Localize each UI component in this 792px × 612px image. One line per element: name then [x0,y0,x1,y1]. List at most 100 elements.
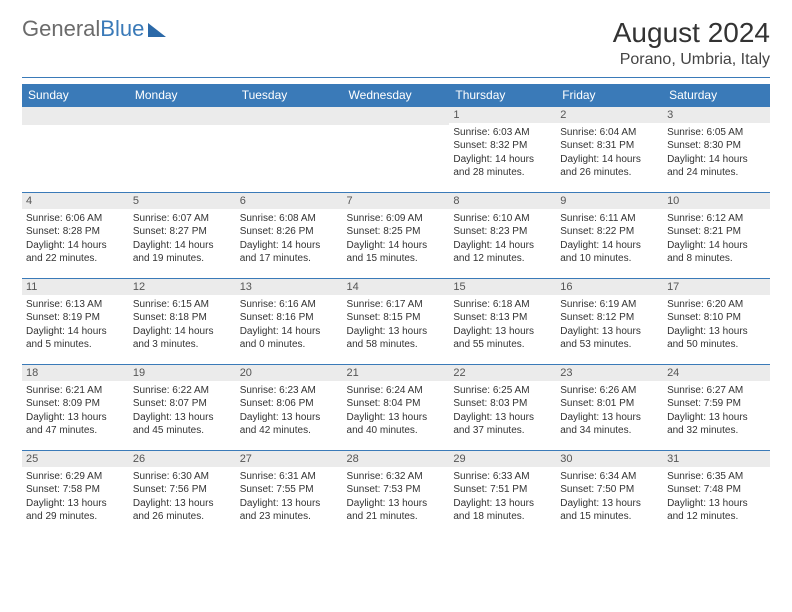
location-text: Porano, Umbria, Italy [613,51,770,69]
sunrise-line: Sunrise: 6:23 AM [240,384,339,398]
sunset-line: Sunset: 8:13 PM [453,311,552,325]
day-number: 2 [556,106,663,123]
daylight-line: Daylight: 13 hours and 18 minutes. [453,497,552,524]
calendar-day-cell: 3Sunrise: 6:05 AMSunset: 8:30 PMDaylight… [663,106,770,192]
daylight-line: Daylight: 14 hours and 19 minutes. [133,239,232,266]
day-number: 31 [663,450,770,467]
weekday-header: Saturday [663,84,770,106]
weekday-header: Tuesday [236,84,343,106]
calendar-day-cell: 5 Sunrise: 6:07 AMSunset: 8:27 PMDaylight… [129,192,236,278]
sunrise-line: Sunrise: 6:05 AM [667,126,766,140]
sunset-line: Sunset: 8:26 PM [240,225,339,239]
calendar-day-cell: 1Sunrise: 6:03 AMSunset: 8:32 PMDaylight… [449,106,556,192]
header: GeneralBlue August 2024 Porano, Umbria, … [22,18,770,69]
calendar-day-cell: 22Sunrise: 6:25 AMSunset: 8:03 PMDayligh… [449,364,556,450]
day-number: 24 [663,364,770,381]
daylight-line: Daylight: 13 hours and 53 minutes. [560,325,659,352]
sunset-line: Sunset: 8:30 PM [667,139,766,153]
day-number: 9 [556,192,663,209]
calendar-day-cell: 27Sunrise: 6:31 AMSunset: 7:55 PMDayligh… [236,450,343,536]
daylight-line: Daylight: 14 hours and 17 minutes. [240,239,339,266]
day-number: 20 [236,364,343,381]
sunset-line: Sunset: 8:22 PM [560,225,659,239]
day-number: 5 [129,192,236,209]
sunset-line: Sunset: 8:25 PM [347,225,446,239]
sunset-line: Sunset: 8:04 PM [347,397,446,411]
calendar-day-cell: 10Sunrise: 6:12 AMSunset: 8:21 PMDayligh… [663,192,770,278]
day-number: 18 [22,364,129,381]
daylight-line: Daylight: 13 hours and 37 minutes. [453,411,552,438]
sunset-line: Sunset: 7:58 PM [26,483,125,497]
daylight-line: Daylight: 14 hours and 12 minutes. [453,239,552,266]
daylight-line: Daylight: 13 hours and 42 minutes. [240,411,339,438]
brand-part2: Blue [100,18,144,40]
daylight-line: Daylight: 13 hours and 26 minutes. [133,497,232,524]
weekday-header: Wednesday [343,84,450,106]
sunset-line: Sunset: 8:16 PM [240,311,339,325]
sunrise-line: Sunrise: 6:24 AM [347,384,446,398]
sunrise-line: Sunrise: 6:26 AM [560,384,659,398]
day-number: 28 [343,450,450,467]
sunrise-line: Sunrise: 6:32 AM [347,470,446,484]
day-number-empty [236,106,343,125]
daylight-line: Daylight: 13 hours and 34 minutes. [560,411,659,438]
sunrise-line: Sunrise: 6:34 AM [560,470,659,484]
calendar-day-cell: 26Sunrise: 6:30 AMSunset: 7:56 PMDayligh… [129,450,236,536]
sunset-line: Sunset: 8:07 PM [133,397,232,411]
sunrise-line: Sunrise: 6:11 AM [560,212,659,226]
calendar-day-cell: 8Sunrise: 6:10 AMSunset: 8:23 PMDaylight… [449,192,556,278]
day-number: 17 [663,278,770,295]
daylight-line: Daylight: 13 hours and 12 minutes. [667,497,766,524]
calendar-day-cell: 7Sunrise: 6:09 AMSunset: 8:25 PMDaylight… [343,192,450,278]
calendar-day-cell: 30Sunrise: 6:34 AMSunset: 7:50 PMDayligh… [556,450,663,536]
sunset-line: Sunset: 8:31 PM [560,139,659,153]
sunrise-line: Sunrise: 6:29 AM [26,470,125,484]
calendar-day-cell: 13Sunrise: 6:16 AMSunset: 8:16 PMDayligh… [236,278,343,364]
weekday-header: Sunday [22,84,129,106]
daylight-line: Daylight: 14 hours and 15 minutes. [347,239,446,266]
calendar-day-cell: 17Sunrise: 6:20 AMSunset: 8:10 PMDayligh… [663,278,770,364]
daylight-line: Daylight: 13 hours and 40 minutes. [347,411,446,438]
sunrise-line: Sunrise: 6:21 AM [26,384,125,398]
sunrise-line: Sunrise: 6:30 AM [133,470,232,484]
daylight-line: Daylight: 13 hours and 29 minutes. [26,497,125,524]
sunset-line: Sunset: 8:18 PM [133,311,232,325]
brand-part1: General [22,18,100,40]
sunset-line: Sunset: 7:56 PM [133,483,232,497]
sunset-line: Sunset: 8:10 PM [667,311,766,325]
calendar-day-cell: 29Sunrise: 6:33 AMSunset: 7:51 PMDayligh… [449,450,556,536]
daylight-line: Daylight: 14 hours and 28 minutes. [453,153,552,180]
calendar-day-cell: 24Sunrise: 6:27 AMSunset: 7:59 PMDayligh… [663,364,770,450]
day-number: 14 [343,278,450,295]
calendar-day-cell: 11Sunrise: 6:13 AMSunset: 8:19 PMDayligh… [22,278,129,364]
daylight-line: Daylight: 14 hours and 10 minutes. [560,239,659,266]
calendar-day-cell: 23Sunrise: 6:26 AMSunset: 8:01 PMDayligh… [556,364,663,450]
sunrise-line: Sunrise: 6:22 AM [133,384,232,398]
daylight-line: Daylight: 14 hours and 22 minutes. [26,239,125,266]
calendar-week-row: 18Sunrise: 6:21 AMSunset: 8:09 PMDayligh… [22,364,770,450]
calendar-day-cell: 31Sunrise: 6:35 AMSunset: 7:48 PMDayligh… [663,450,770,536]
day-number: 19 [129,364,236,381]
daylight-line: Daylight: 13 hours and 55 minutes. [453,325,552,352]
daylight-line: Daylight: 14 hours and 26 minutes. [560,153,659,180]
calendar-day-cell: 6Sunrise: 6:08 AMSunset: 8:26 PMDaylight… [236,192,343,278]
daylight-line: Daylight: 13 hours and 32 minutes. [667,411,766,438]
triangle-icon [148,23,166,37]
sunrise-line: Sunrise: 6:07 AM [133,212,232,226]
day-number: 6 [236,192,343,209]
daylight-line: Daylight: 13 hours and 23 minutes. [240,497,339,524]
day-number-empty [343,106,450,125]
sunset-line: Sunset: 7:50 PM [560,483,659,497]
sunrise-line: Sunrise: 6:13 AM [26,298,125,312]
sunset-line: Sunset: 8:27 PM [133,225,232,239]
day-number: 16 [556,278,663,295]
daylight-line: Daylight: 14 hours and 5 minutes. [26,325,125,352]
title-block: August 2024 Porano, Umbria, Italy [613,18,770,69]
sunset-line: Sunset: 8:21 PM [667,225,766,239]
day-number: 29 [449,450,556,467]
sunrise-line: Sunrise: 6:09 AM [347,212,446,226]
sunset-line: Sunset: 7:48 PM [667,483,766,497]
daylight-line: Daylight: 14 hours and 0 minutes. [240,325,339,352]
calendar-day-cell: 21Sunrise: 6:24 AMSunset: 8:04 PMDayligh… [343,364,450,450]
daylight-line: Daylight: 13 hours and 47 minutes. [26,411,125,438]
